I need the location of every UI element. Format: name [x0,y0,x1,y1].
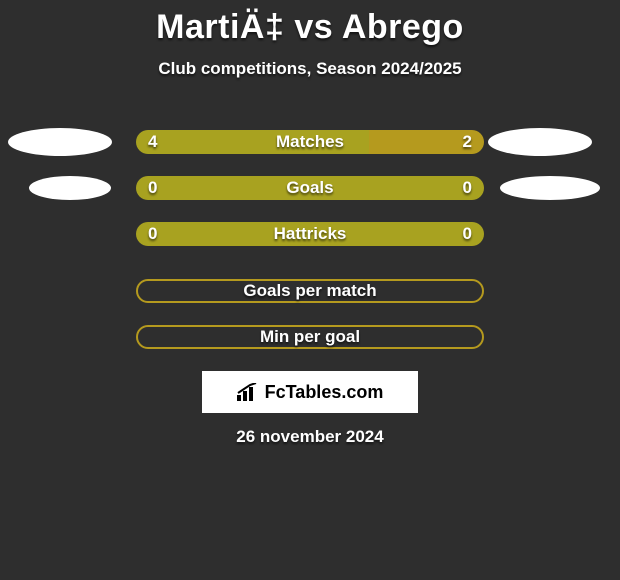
stat-row: 0Hattricks0 [0,211,620,257]
player-right-ellipse [488,128,592,156]
stat-bar-left [136,130,369,154]
player-left-ellipse [8,128,112,156]
page-title: MartiÄ‡ vs Abrego [0,0,620,47]
stat-bar-left [136,222,484,246]
page-subtitle: Club competitions, Season 2024/2025 [0,59,620,79]
stat-bar: 4Matches2 [136,130,484,154]
player-left-ellipse [29,176,111,200]
stat-row: 4Matches2 [0,119,620,165]
stat-bar: 0Hattricks0 [136,222,484,246]
stat-label: Goals per match [243,281,376,301]
logo-box: FcTables.com [202,371,418,413]
player-right-ellipse [500,176,600,200]
stat-row: 0Goals0 [0,165,620,211]
stat-bar-right [369,130,484,154]
comparison-chart: 4Matches2 0Goals0 0Hattricks0 Goals per ma… [0,119,620,447]
stat-label: Min per goal [260,327,360,347]
stat-bar-left [136,176,484,200]
stat-bar-empty: Goals per match [136,279,484,303]
bar-chart-icon [237,383,259,401]
logo-text: FcTables.com [265,382,384,403]
footer-date: 26 november 2024 [0,427,620,447]
stat-bar: 0Goals0 [136,176,484,200]
stat-bar-empty: Min per goal [136,325,484,349]
